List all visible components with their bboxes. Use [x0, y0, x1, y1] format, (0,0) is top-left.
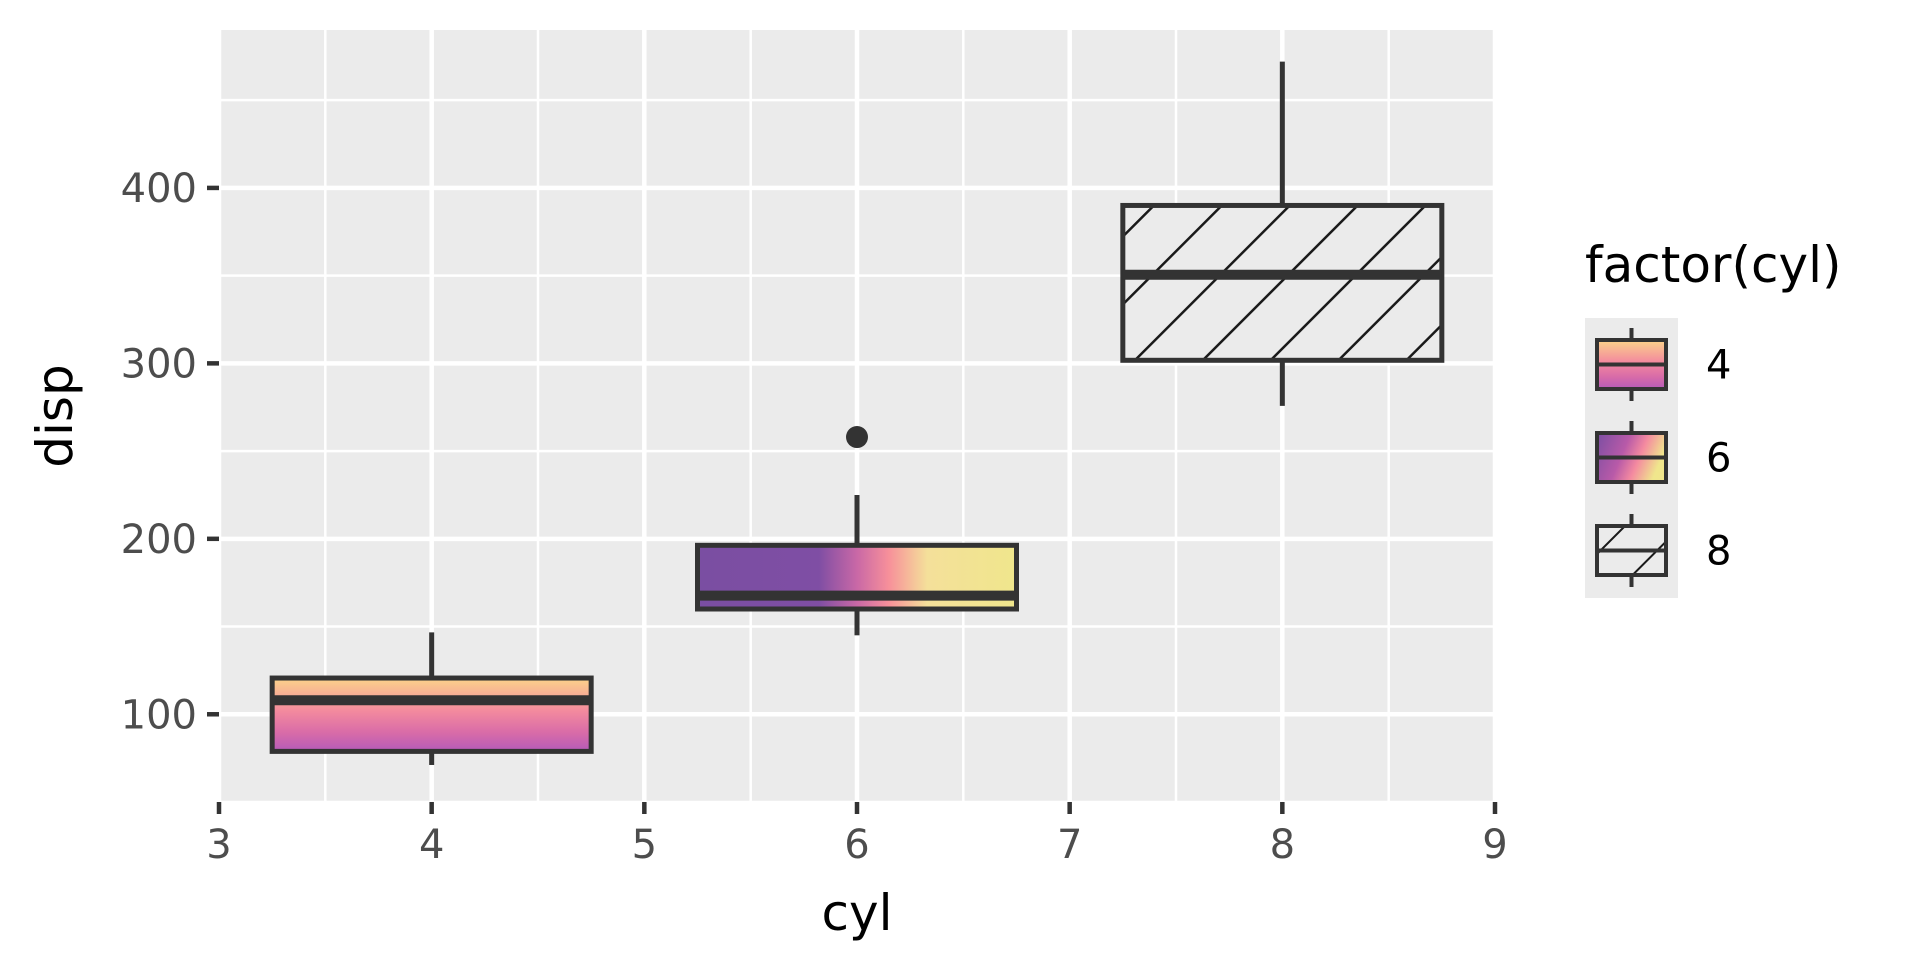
y-tick-label: 300	[121, 341, 197, 387]
legend-key-8: 8	[1595, 514, 1731, 587]
y-tick-label: 100	[121, 692, 197, 738]
y-axis-title: disp	[26, 364, 84, 467]
outlier-point	[846, 426, 868, 449]
y-tick-label: 200	[121, 517, 197, 563]
y-axis: 100 200 300 400	[121, 166, 219, 738]
box-group-8	[1120, 61, 1445, 406]
box-group-6	[695, 426, 1019, 636]
x-axis: 3 4 5 6 7 8 9	[206, 802, 1508, 868]
x-tick-label: 6	[844, 822, 869, 868]
legend-label: 6	[1706, 436, 1731, 482]
legend-key-6: 6	[1595, 421, 1731, 494]
x-tick-label: 3	[206, 822, 231, 868]
x-tick-label: 8	[1270, 822, 1295, 868]
x-tick-label: 9	[1482, 822, 1507, 868]
x-axis-title: cyl	[822, 884, 893, 942]
legend-label: 4	[1706, 343, 1731, 389]
box-layer	[269, 61, 1445, 765]
y-tick-label: 400	[121, 166, 197, 212]
x-tick-label: 4	[419, 822, 444, 868]
legend: factor(cyl) 4 6 8	[1585, 236, 1841, 598]
legend-label: 8	[1706, 529, 1731, 575]
x-tick-label: 5	[632, 822, 657, 868]
x-tick-label: 7	[1057, 822, 1082, 868]
legend-title: factor(cyl)	[1585, 236, 1841, 294]
box-group-4	[269, 632, 594, 765]
box-body	[1120, 202, 1445, 363]
legend-key-4: 4	[1595, 328, 1731, 401]
box-body	[269, 675, 594, 754]
